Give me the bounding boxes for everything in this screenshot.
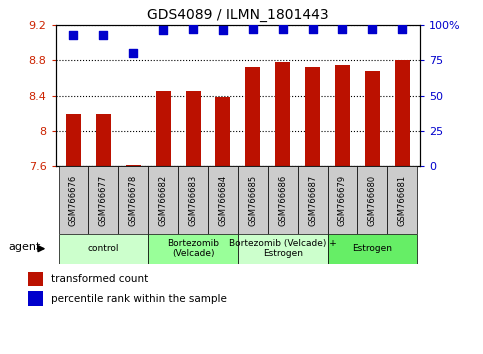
Text: GSM766687: GSM766687 [308,175,317,225]
Bar [357,166,387,234]
Bar [178,166,208,234]
Text: GSM766676: GSM766676 [69,175,78,225]
Text: GSM766684: GSM766684 [218,175,227,225]
Bar [298,166,327,234]
Text: Bortezomib
(Velcade): Bortezomib (Velcade) [167,239,219,258]
Point [369,26,376,32]
Point [309,26,316,32]
Bar [335,64,350,166]
Point [279,26,286,32]
Bar [387,166,417,234]
Text: control: control [87,244,119,253]
Bar [327,166,357,234]
Bar [215,97,230,166]
Text: GSM766679: GSM766679 [338,175,347,225]
Text: GSM766682: GSM766682 [158,175,168,225]
Bar [275,62,290,166]
Bar [156,91,170,166]
Point [70,32,77,38]
Point [339,26,346,32]
Text: GSM766685: GSM766685 [248,175,257,225]
Bar [238,234,327,264]
Text: GSM766681: GSM766681 [398,175,407,225]
Text: transformed count: transformed count [51,274,148,284]
Point [129,50,137,56]
Bar [66,114,81,166]
Bar [96,114,111,166]
Text: GSM766686: GSM766686 [278,175,287,225]
Text: GSM766683: GSM766683 [188,175,198,225]
Point [219,28,227,33]
Bar [268,166,298,234]
Bar [238,166,268,234]
Bar [148,234,238,264]
Text: GSM766678: GSM766678 [129,175,138,225]
Title: GDS4089 / ILMN_1801443: GDS4089 / ILMN_1801443 [147,8,329,22]
Bar [126,165,141,166]
Bar [58,166,88,234]
Point [398,26,406,32]
Bar [245,67,260,166]
Bar [28,272,43,286]
Text: percentile rank within the sample: percentile rank within the sample [51,294,227,304]
Point [99,32,107,38]
Text: Estrogen: Estrogen [353,244,392,253]
Bar [365,71,380,166]
Bar [305,67,320,166]
Point [159,28,167,33]
Text: GSM766677: GSM766677 [99,175,108,225]
Text: agent: agent [8,242,41,252]
Bar [118,166,148,234]
Bar [148,166,178,234]
Point [249,26,256,32]
Bar [208,166,238,234]
Bar [28,291,43,306]
Point [189,26,197,32]
Bar [185,91,200,166]
Bar [327,234,417,264]
Bar [58,234,148,264]
Bar [395,60,410,166]
Text: GSM766680: GSM766680 [368,175,377,225]
Bar [88,166,118,234]
Text: Bortezomib (Velcade) +
Estrogen: Bortezomib (Velcade) + Estrogen [229,239,337,258]
